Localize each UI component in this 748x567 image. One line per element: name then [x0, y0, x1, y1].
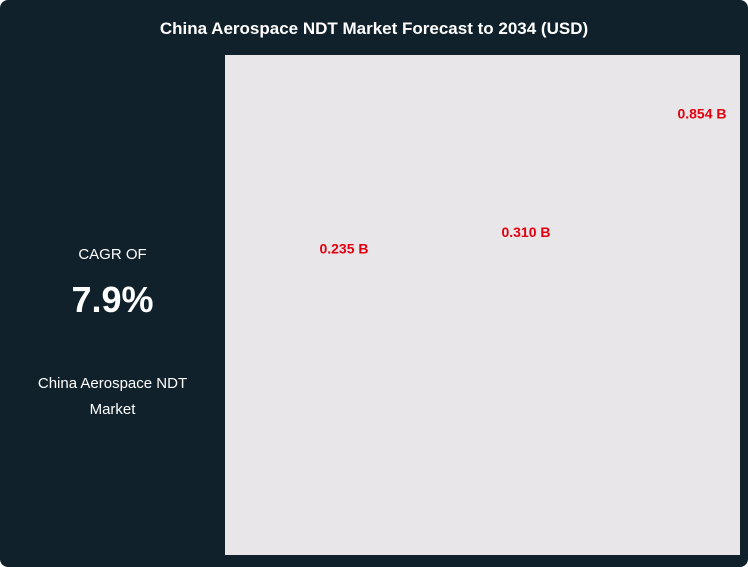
chart-title: China Aerospace NDT Market Forecast to 2…: [159, 19, 589, 38]
side-panel: CAGR OF 7.9% China Aerospace NDT Market: [0, 55, 225, 560]
value-label: 0.235 B: [319, 240, 368, 256]
chart: 0.235 B 0.310 B 0.854 B: [225, 55, 740, 555]
bar: [304, 262, 384, 555]
cagr-label: CAGR OF: [78, 246, 147, 263]
market-name: China Aerospace NDT Market: [37, 375, 188, 418]
bar: [486, 245, 566, 555]
cagr-value: 7.9%: [71, 279, 154, 320]
value-label: 0.310 B: [501, 224, 550, 240]
bar: [662, 127, 740, 555]
plot-area: [225, 55, 740, 555]
value-label: 0.854 B: [677, 106, 726, 122]
